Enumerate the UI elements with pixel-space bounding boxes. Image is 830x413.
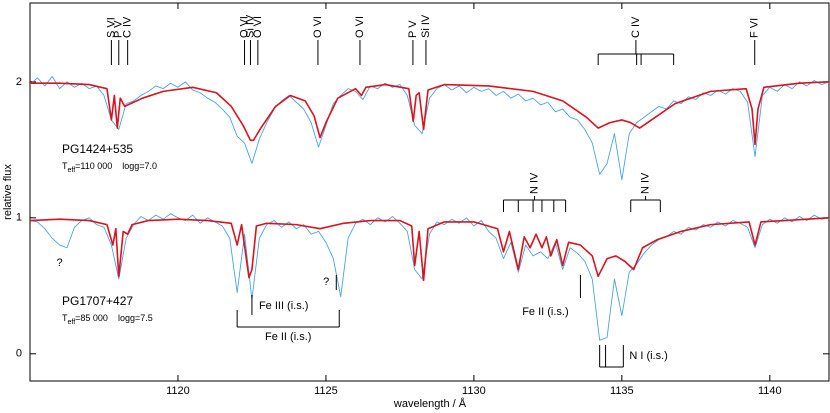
spectrum-line [30, 217, 829, 282]
logg: logg=7.0 [122, 161, 157, 171]
teff-symbol: T [62, 313, 68, 323]
x-tick-label: 1120 [166, 385, 190, 397]
star-name: PG1424+535 [62, 142, 133, 156]
logg: logg=7.5 [118, 313, 153, 323]
x-axis-label: wavelength / Å [393, 397, 467, 410]
line-id-label: C IV [122, 16, 134, 38]
annotation: Fe II (i.s.) [522, 306, 568, 318]
x-tick-label: 1125 [314, 385, 338, 397]
annotation: N I (i.s.) [629, 350, 668, 362]
annotation: ? [57, 257, 63, 269]
spectrum-line [30, 75, 829, 181]
x-tick-label: 1135 [610, 385, 634, 397]
teff-value: =85 000 [75, 313, 108, 323]
y-tick-label: 0 [16, 348, 22, 360]
line-id-label: P V [407, 20, 419, 38]
line-id-label: O VI [238, 16, 250, 38]
line-id-label: N IV [639, 172, 651, 194]
teff-sub: eff [68, 167, 76, 174]
line-id-label: S VI [105, 17, 117, 38]
y-tick-label: 2 [16, 76, 22, 88]
y-tick-label: 1 [16, 212, 22, 224]
line-id-label: O VI [312, 16, 324, 38]
teff-symbol: T [62, 161, 68, 171]
teff-value: =110 000 [75, 161, 112, 171]
star-name: PG1707+427 [62, 294, 133, 308]
line-id-label: Si IV [420, 14, 432, 38]
line-id-label: F VI [749, 18, 761, 38]
plot-frame [29, 2, 830, 382]
annotation: ? [323, 276, 329, 288]
spectrum-line [30, 81, 829, 146]
x-tick-label: 1130 [462, 385, 486, 397]
line-id-label: C IV [630, 16, 642, 38]
line-id-label: O VI [354, 16, 366, 38]
line-id-label: N IV [528, 172, 540, 194]
y-axis-label: relative flux [2, 164, 14, 220]
line-id-label: O VI [252, 16, 264, 38]
x-tick-label: 1140 [758, 385, 782, 397]
line-id-label: P V [113, 20, 125, 38]
annotation: Fe II (i.s.) [265, 331, 311, 343]
line-id-label: Si IV [244, 14, 256, 38]
star-params: Teff=85 000 logg=7.5 [62, 313, 153, 325]
star-params: Teff=110 000 logg=7.0 [62, 161, 157, 173]
annotation: Fe III (i.s.) [259, 300, 309, 312]
teff-sub: eff [68, 319, 76, 326]
